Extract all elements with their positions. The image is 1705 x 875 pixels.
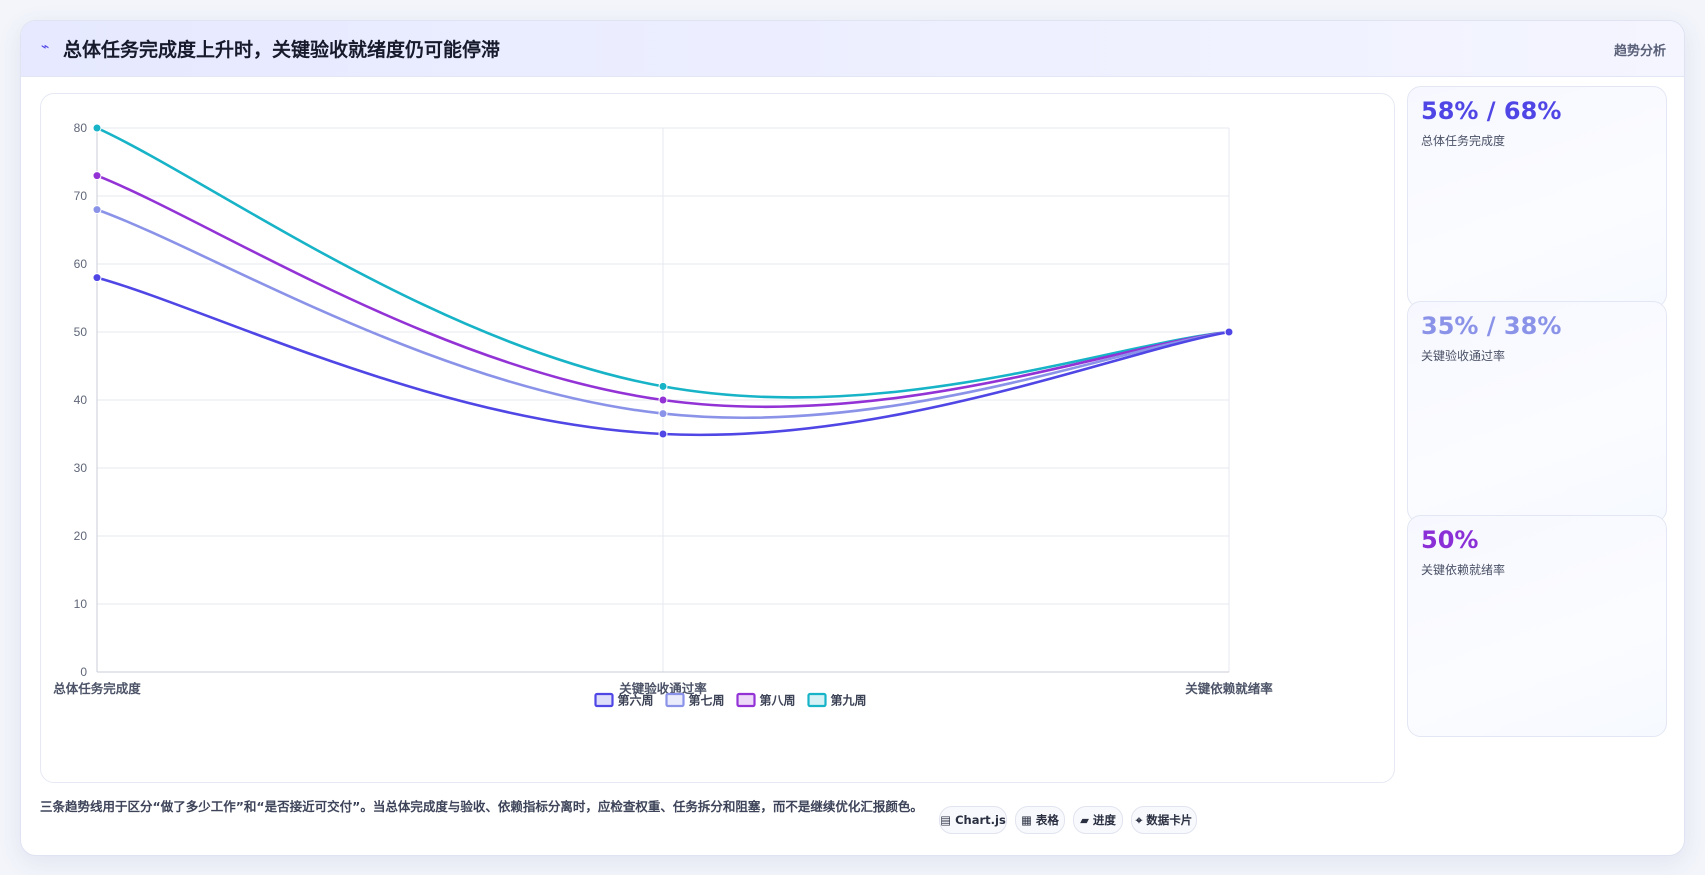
y-tick-label: 0 xyxy=(80,665,87,679)
line-chart: 0 10 20 30 40 50 60 70 80 总体任务完成度 关键验收通过率 关键依赖就绪率第六… xyxy=(53,121,1273,708)
data-point xyxy=(92,123,102,133)
chip-chart[interactable]: ▤ Chart.js xyxy=(939,806,1007,834)
data-point xyxy=(92,171,102,181)
legend-label: 第七周 xyxy=(689,693,725,708)
x-tick-label: 关键验收通过率 xyxy=(619,681,707,696)
trend-card: ⌁ 总体任务完成度上升时，关键验收就绪度仍可能停滞 趋势分析 0 10 20 30 40… xyxy=(20,20,1685,856)
chip-data-card[interactable]: ⌖ 数据卡片 xyxy=(1131,806,1197,834)
x-tick-label: 总体任务完成度 xyxy=(53,681,141,696)
y-tick-label: 60 xyxy=(74,257,88,271)
x-tick-label: 关键依赖就绪率 xyxy=(1185,681,1273,696)
card-header: ⌁ 总体任务完成度上升时，关键验收就绪度仍可能停滞 趋势分析 xyxy=(21,21,1684,77)
kpi-card-overall: 58% / 68% 总体任务完成度 xyxy=(1407,86,1667,308)
data-point xyxy=(658,381,668,391)
y-tick-label: 50 xyxy=(74,325,88,339)
y-tick-label: 70 xyxy=(74,189,88,203)
kpi-label: 关键验收通过率 xyxy=(1421,349,1506,363)
kpi-label: 关键依赖就绪率 xyxy=(1421,563,1506,577)
y-tick-label: 80 xyxy=(74,121,88,135)
legend-label: 第八周 xyxy=(760,693,796,708)
kpi-value: 58% / 68% xyxy=(1421,97,1562,125)
chart-panel: 0 10 20 30 40 50 60 70 80 总体任务完成度 关键验收通过率 关键依赖就绪率第六… xyxy=(40,93,1395,783)
y-tick-label: 40 xyxy=(74,393,88,407)
footer-note: 三条趋势线用于区分“做了多少工作”和“是否接近可交付”。当总体完成度与验收、依赖… xyxy=(40,799,923,814)
y-tick-label: 10 xyxy=(74,597,88,611)
legend-label: 第六周 xyxy=(618,693,654,708)
data-point xyxy=(658,429,668,439)
legend-swatch xyxy=(594,692,614,708)
legend-swatch xyxy=(665,692,685,708)
legend-swatch xyxy=(736,692,756,708)
data-point xyxy=(92,205,102,215)
chip-table[interactable]: ▦ 表格 xyxy=(1015,806,1065,834)
data-point xyxy=(92,273,102,283)
data-point xyxy=(1224,327,1234,337)
trend-line-icon: ⌁ xyxy=(41,39,50,55)
kpi-value: 50% xyxy=(1421,526,1479,554)
data-point xyxy=(658,409,668,419)
data-point xyxy=(658,395,668,405)
y-tick-label: 20 xyxy=(74,529,88,543)
chip-progress[interactable]: ▰ 进度 xyxy=(1073,806,1123,834)
legend-swatch xyxy=(807,692,827,708)
kpi-card-dependency: 50% 关键依赖就绪率 xyxy=(1407,515,1667,737)
y-tick-label: 30 xyxy=(74,461,88,475)
kpi-value: 35% / 38% xyxy=(1421,312,1562,340)
legend-label: 第九周 xyxy=(831,693,867,708)
category-tag: 趋势分析 xyxy=(1613,44,1666,59)
kpi-card-acceptance: 35% / 38% 关键验收通过率 xyxy=(1407,301,1667,523)
kpi-label: 总体任务完成度 xyxy=(1421,134,1506,148)
card-title: 总体任务完成度上升时，关键验收就绪度仍可能停滞 xyxy=(63,39,501,61)
